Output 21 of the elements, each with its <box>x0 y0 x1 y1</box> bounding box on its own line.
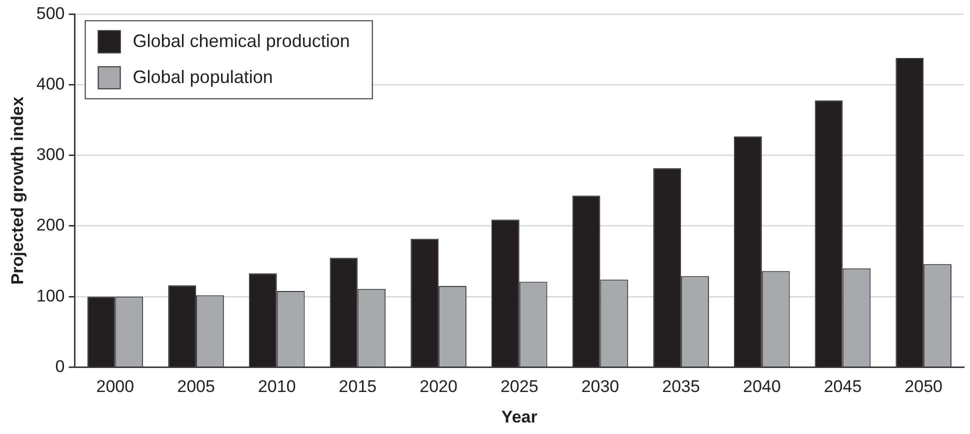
y-tick-label: 100 <box>36 286 65 306</box>
y-tick-label: 400 <box>36 74 65 94</box>
y-tick-label: 500 <box>36 4 65 23</box>
x-tick-label: 2040 <box>742 377 781 396</box>
x-tick-label: 2030 <box>581 377 620 396</box>
y-tick-label: 0 <box>55 356 65 376</box>
y-tick-label: 300 <box>36 145 65 164</box>
x-tick-label: 2035 <box>662 377 700 396</box>
x-tick-label: 2025 <box>500 377 538 396</box>
x-tick-label: 2005 <box>177 377 215 396</box>
x-tick-label: 2050 <box>904 377 942 396</box>
x-tick-label: 2010 <box>258 377 296 396</box>
legend-label: Global population <box>132 67 273 88</box>
x-tick-label: 2020 <box>420 377 458 396</box>
x-tick-label: 2045 <box>824 377 862 396</box>
x-tick-label: 2015 <box>338 377 377 396</box>
y-axis-title: Projected growth index <box>8 96 27 285</box>
legend-label: Global chemical production <box>132 31 350 52</box>
y-tick-label: 200 <box>36 216 65 235</box>
x-tick-label: 2000 <box>96 377 134 396</box>
x-axis-title: Year <box>501 407 538 426</box>
